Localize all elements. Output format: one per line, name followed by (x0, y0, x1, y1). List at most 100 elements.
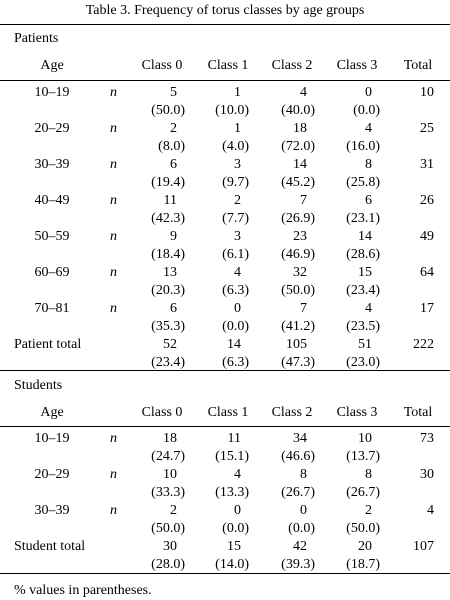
table-bottom-rule (0, 573, 450, 574)
row-age-label: 70–81 (34, 301, 70, 316)
percent-cell: (7.7) (222, 211, 249, 226)
total-cell: 64 (420, 265, 434, 280)
percent-cell: (18.4) (151, 247, 185, 262)
row-age-label: Student total (14, 539, 86, 554)
percent-cell: (0.0) (222, 319, 249, 334)
column-header: Class 1 (207, 58, 249, 73)
total-cell: 10 (420, 85, 434, 100)
percent-cell: (39.3) (281, 557, 315, 572)
percent-cell: (33.3) (151, 485, 185, 500)
percent-cell: (4.0) (222, 139, 249, 154)
percent-cell: (45.2) (281, 175, 315, 190)
count-cell: 15 (358, 265, 372, 280)
row-age-label: 30–39 (34, 157, 70, 172)
percent-cell: (50.0) (151, 103, 185, 118)
total-cell: 25 (420, 121, 434, 136)
percent-cell: (41.2) (281, 319, 315, 334)
row-n-label: n (110, 85, 117, 100)
column-header: Class 3 (336, 405, 378, 420)
percent-cell: (16.0) (346, 139, 380, 154)
count-cell: 18 (293, 121, 307, 136)
header-rule (0, 426, 450, 427)
percent-cell: (23.0) (346, 355, 380, 370)
row-n-label: n (110, 229, 117, 244)
percent-cell: (46.9) (281, 247, 315, 262)
total-cell: 26 (420, 193, 434, 208)
count-cell: 20 (358, 539, 372, 554)
total-cell: 31 (420, 157, 434, 172)
count-cell: 8 (365, 157, 372, 172)
count-cell: 7 (300, 301, 307, 316)
row-n-label: n (110, 301, 117, 316)
count-cell: 11 (227, 431, 241, 446)
total-cell: 49 (420, 229, 434, 244)
percent-cell: (18.7) (346, 557, 380, 572)
count-cell: 15 (227, 539, 241, 554)
percent-cell: (19.4) (151, 175, 185, 190)
percent-cell: (14.0) (215, 557, 249, 572)
percent-cell: (9.7) (222, 175, 249, 190)
row-n-label: n (110, 503, 117, 518)
percent-cell: (25.8) (346, 175, 380, 190)
percent-cell: (50.0) (281, 283, 315, 298)
percent-cell: (47.3) (281, 355, 315, 370)
table-footnote: % values in parentheses. (14, 583, 152, 598)
count-cell: 30 (163, 539, 177, 554)
column-header-age: Age (40, 58, 64, 73)
row-age-label: 10–19 (34, 85, 70, 100)
count-cell: 13 (163, 265, 177, 280)
caption-rule (0, 24, 450, 25)
table-caption: Table 3. Frequency of torus classes by a… (85, 3, 365, 18)
count-cell: 14 (227, 337, 241, 352)
percent-cell: (26.7) (281, 485, 315, 500)
count-cell: 42 (293, 539, 307, 554)
percent-cell: (8.0) (158, 139, 185, 154)
column-header: Class 1 (207, 405, 249, 420)
row-age-label: 30–39 (34, 503, 70, 518)
row-age-label: 20–29 (34, 467, 70, 482)
count-cell: 1 (234, 85, 241, 100)
row-age-label: 60–69 (34, 265, 70, 280)
count-cell: 1 (234, 121, 241, 136)
percent-cell: (46.6) (281, 449, 315, 464)
column-header: Class 2 (271, 58, 313, 73)
percent-cell: (24.7) (151, 449, 185, 464)
count-cell: 0 (300, 503, 307, 518)
percent-cell: (26.7) (346, 485, 380, 500)
header-rule (0, 80, 450, 81)
count-cell: 52 (163, 337, 177, 352)
count-cell: 2 (365, 503, 372, 518)
percent-cell: (23.1) (346, 211, 380, 226)
count-cell: 6 (170, 301, 177, 316)
percent-cell: (42.3) (151, 211, 185, 226)
count-cell: 4 (300, 85, 307, 100)
row-n-label: n (110, 467, 117, 482)
total-cell: 30 (420, 467, 434, 482)
column-header: Class 2 (271, 405, 313, 420)
total-cell: 4 (427, 503, 434, 518)
percent-cell: (13.7) (346, 449, 380, 464)
count-cell: 11 (163, 193, 177, 208)
count-cell: 0 (365, 85, 372, 100)
count-cell: 3 (234, 157, 241, 172)
section-divider-rule (0, 370, 450, 371)
percent-cell: (28.6) (346, 247, 380, 262)
count-cell: 4 (365, 301, 372, 316)
count-cell: 8 (300, 467, 307, 482)
percent-cell: (23.4) (151, 355, 185, 370)
percent-cell: (50.0) (151, 521, 185, 536)
percent-cell: (6.3) (222, 355, 249, 370)
count-cell: 0 (234, 301, 241, 316)
row-age-label: 40–49 (34, 193, 70, 208)
percent-cell: (35.3) (151, 319, 185, 334)
count-cell: 23 (293, 229, 307, 244)
count-cell: 5 (170, 85, 177, 100)
total-cell: 107 (413, 539, 434, 554)
column-header: Class 0 (141, 58, 183, 73)
column-header: Total (403, 58, 433, 73)
section-label: Patients (14, 31, 59, 46)
percent-cell: (13.3) (215, 485, 249, 500)
count-cell: 9 (170, 229, 177, 244)
percent-cell: (6.3) (222, 283, 249, 298)
